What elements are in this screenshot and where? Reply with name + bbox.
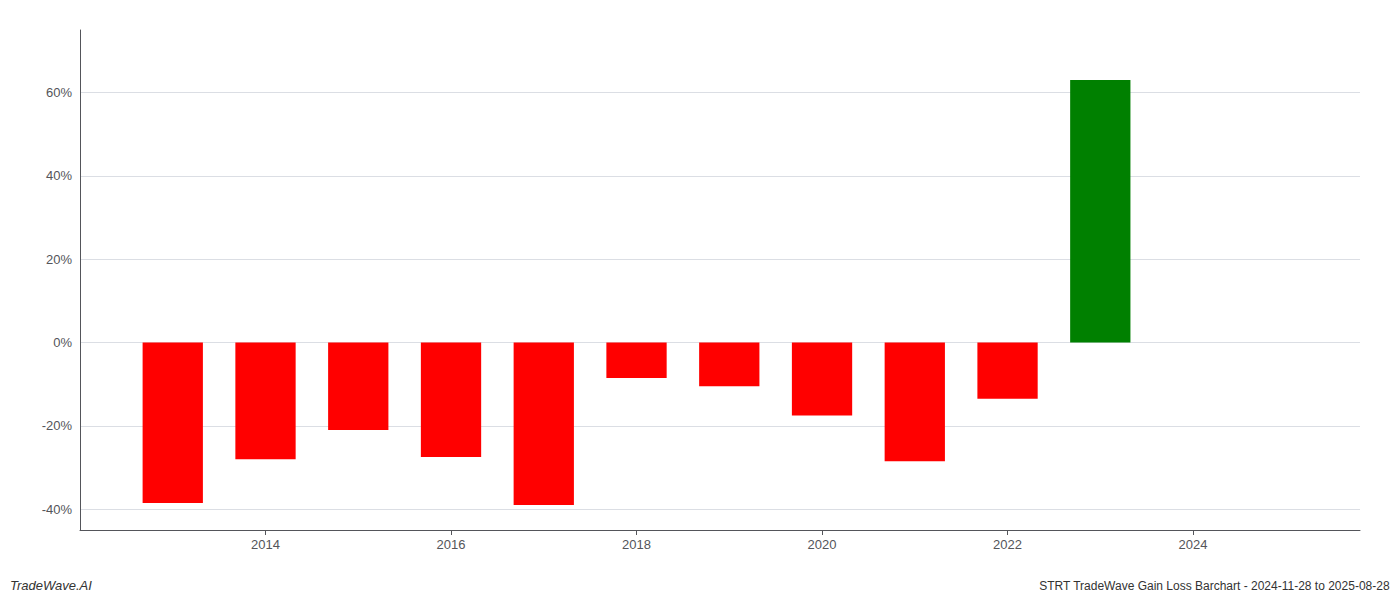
svg-text:-20%: -20% (42, 418, 73, 433)
svg-text:60%: 60% (46, 85, 72, 100)
svg-text:-40%: -40% (42, 502, 73, 517)
svg-text:STRT TradeWave Gain Loss Barch: STRT TradeWave Gain Loss Barchart - 2024… (1039, 579, 1390, 593)
svg-text:2016: 2016 (437, 537, 466, 552)
svg-text:0%: 0% (53, 335, 72, 350)
svg-text:TradeWave.AI: TradeWave.AI (10, 578, 92, 593)
svg-text:2022: 2022 (993, 537, 1022, 552)
svg-text:2014: 2014 (251, 537, 280, 552)
svg-text:40%: 40% (46, 168, 72, 183)
svg-text:2024: 2024 (1179, 537, 1208, 552)
svg-text:20%: 20% (46, 252, 72, 267)
svg-text:2018: 2018 (622, 537, 651, 552)
svg-text:2020: 2020 (808, 537, 837, 552)
